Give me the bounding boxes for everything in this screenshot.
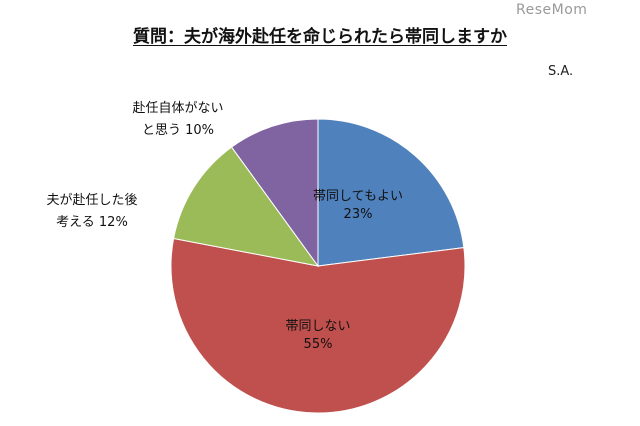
chart-title: 質問：夫が海外赴任を命じられたら帯同しますか [133,27,507,47]
pie-slice [173,146,320,267]
slice-label: 夫が赴任した後考える 12% [46,193,137,230]
watermark-logo: ReseMom [516,2,588,18]
slice-label: 帯同しない 55% [285,319,350,352]
pie-slice [230,118,319,268]
pie-slice [317,118,465,267]
pie-slice [170,237,466,414]
slice-label: 赴任自体がないと思う 10% [132,101,223,138]
chart-note: S.A. [548,64,574,79]
slice-label: 帯同してもよい 23% [313,189,403,222]
